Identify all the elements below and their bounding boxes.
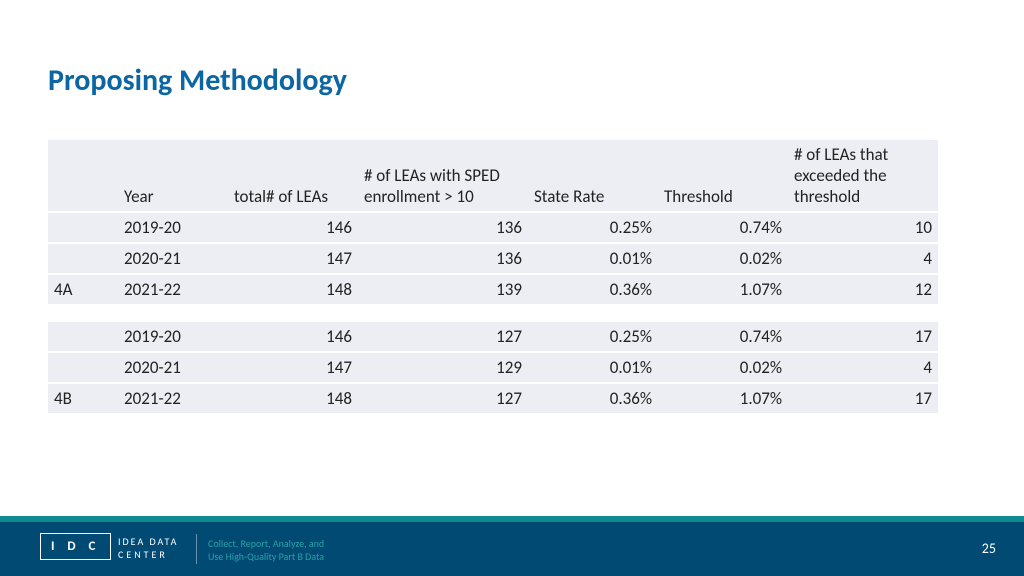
cell-total: 146 (228, 213, 358, 242)
col-group (48, 140, 118, 211)
group-label-4a: 4A (48, 275, 118, 304)
footer-tagline: Collect, Report, Analyze, and Use High-Q… (208, 537, 324, 563)
table-row: 4A 2021-22 148 139 0.36% 1.07% 12 (48, 275, 938, 304)
table-4a: Year total# of LEAs # of LEAs with SPED … (48, 140, 938, 304)
tbody-4b: 2019-20 146 127 0.25% 0.74% 17 2020-21 1… (48, 322, 938, 413)
table-row: 2019-20 146 127 0.25% 0.74% 17 (48, 322, 938, 351)
col-sped: # of LEAs with SPED enrollment > 10 (358, 140, 528, 211)
table-4b: 2019-20 146 127 0.25% 0.74% 17 2020-21 1… (48, 322, 938, 413)
cell-exceed: 10 (788, 213, 938, 242)
slide: Proposing Methodology Year total# of LEA… (0, 0, 1024, 576)
tbody-4a: 2019-20 146 136 0.25% 0.74% 10 2020-21 1… (48, 213, 938, 304)
table-row: 2019-20 146 136 0.25% 0.74% 10 (48, 213, 938, 242)
col-exceed: # of LEAs that exceeded the threshold (788, 140, 938, 211)
col-total: total# of LEAs (228, 140, 358, 211)
group-label-4b: 4B (48, 384, 118, 413)
col-thresh: Threshold (658, 140, 788, 211)
cell-year: 2019-20 (118, 213, 228, 242)
cell-sped: 136 (358, 213, 528, 242)
cell-group (48, 213, 118, 242)
page-number: 25 (982, 540, 996, 557)
page-title: Proposing Methodology (48, 62, 347, 99)
cell-thresh: 0.74% (658, 213, 788, 242)
table-row: 2020-21 147 129 0.01% 0.02% 4 (48, 353, 938, 382)
table-row: 2020-21 147 136 0.01% 0.02% 4 (48, 244, 938, 273)
tables-container: Year total# of LEAs # of LEAs with SPED … (48, 140, 928, 413)
idc-logo-text: IDEA DATA CENTER (118, 535, 178, 561)
cell-rate: 0.25% (528, 213, 658, 242)
footer-separator (196, 534, 197, 564)
table-row: 4B 2021-22 148 127 0.36% 1.07% 17 (48, 384, 938, 413)
footer: I D C IDEA DATA CENTER Collect, Report, … (0, 522, 1024, 576)
col-rate: State Rate (528, 140, 658, 211)
col-year: Year (118, 140, 228, 211)
table-header-row: Year total# of LEAs # of LEAs with SPED … (48, 140, 938, 211)
idc-logo-box: I D C (40, 533, 111, 560)
